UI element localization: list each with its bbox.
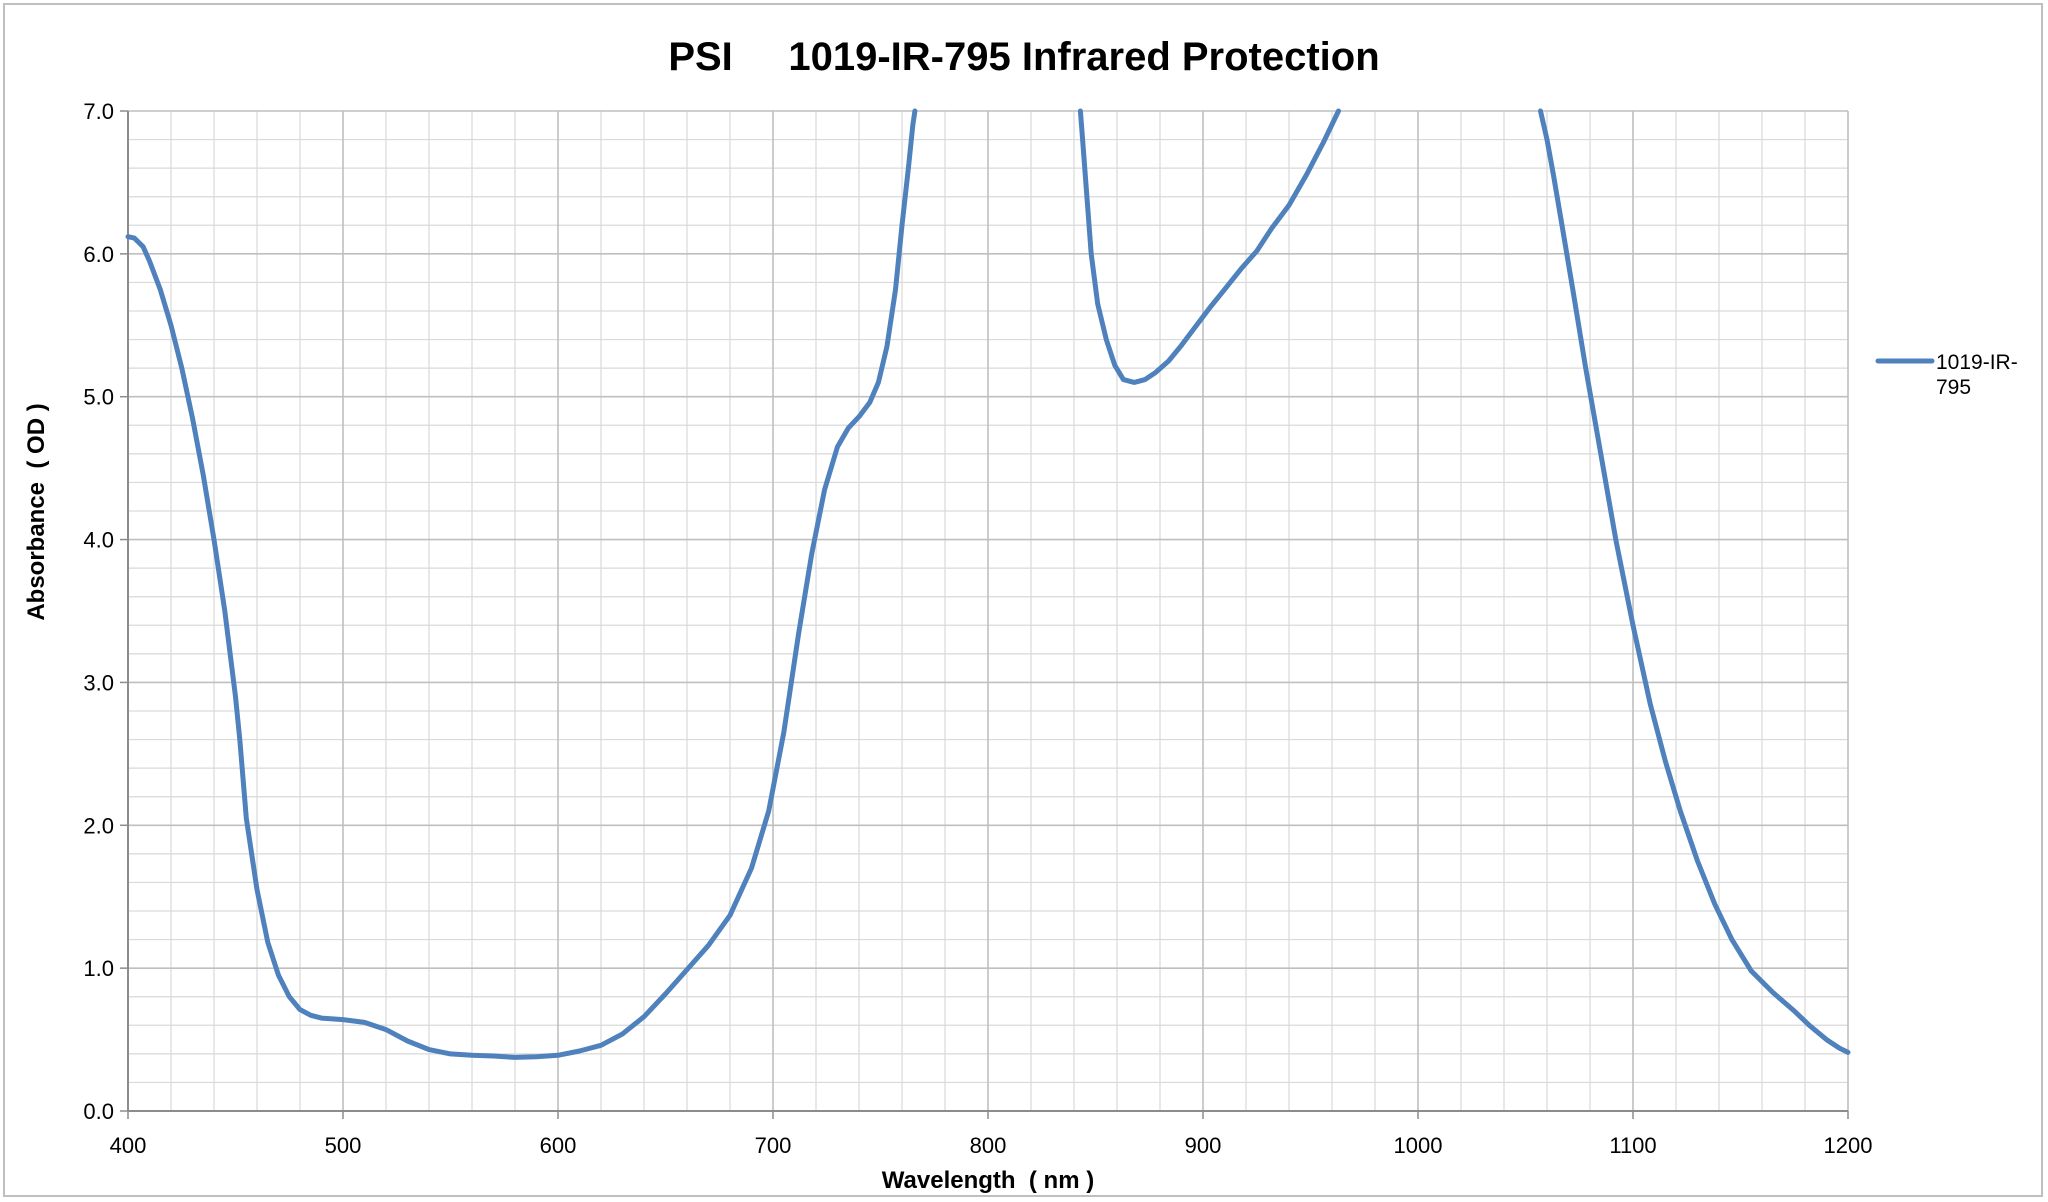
x-axis-title: Wavelength ( nm )	[882, 1167, 1094, 1194]
y-tick-label: 0.0	[83, 1099, 114, 1124]
legend-label: 1019-IR-795	[1936, 351, 2018, 399]
x-tick-label: 700	[755, 1133, 792, 1158]
x-tick-label: 500	[325, 1133, 362, 1158]
x-tick-label: 400	[110, 1133, 147, 1158]
axes	[120, 110, 1849, 1119]
x-tick-label: 600	[540, 1133, 577, 1158]
plot-lines	[125, 108, 1851, 1060]
x-tick-label: 1200	[1824, 1133, 1873, 1158]
y-tick-label: 1.0	[83, 956, 114, 981]
series-line	[1538, 108, 1851, 1055]
x-tick-labels: 400 500 600 700 800 900 1000 1100 1200	[110, 1133, 1873, 1158]
y-tick-label: 2.0	[83, 813, 114, 838]
major-gridlines	[128, 110, 1849, 1111]
x-tick-label: 1000	[1394, 1133, 1443, 1158]
x-tick-label: 1100	[1609, 1133, 1656, 1158]
legend: 1019-IR-795	[1875, 351, 2018, 399]
y-tick-label: 5.0	[83, 385, 114, 410]
y-tick-label: 6.0	[83, 242, 114, 267]
series-line	[1077, 108, 1341, 385]
chart-title: PSI 1019-IR-795 Infrared Protection	[668, 35, 1379, 79]
y-tick-label: 7.0	[83, 99, 114, 124]
x-tick-label: 900	[1185, 1133, 1222, 1158]
x-tick-label: 800	[970, 1133, 1007, 1158]
y-axis-title: Absorbance ( OD )	[23, 403, 50, 620]
y-tick-label: 3.0	[83, 670, 114, 695]
y-tick-labels: 0.0 1.0 2.0 3.0 4.0 5.0 6.0 7.0	[83, 99, 114, 1124]
series-line	[125, 108, 918, 1060]
y-tick-label: 4.0	[83, 528, 114, 553]
